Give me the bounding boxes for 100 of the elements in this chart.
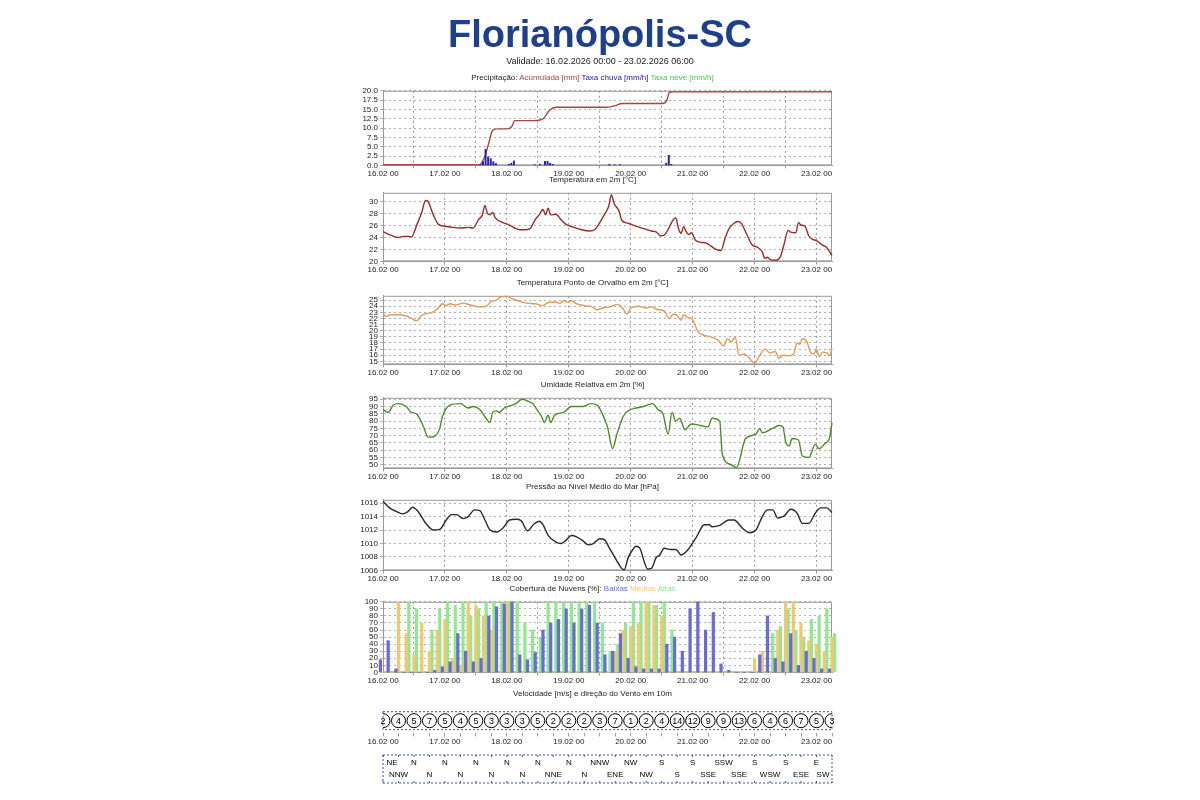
chart-subtitle: Validade: 16.02.2026 00:00 - 23.02.2026 06:00 bbox=[506, 56, 694, 67]
text: Velocidade [m/s] e direção do Vento em 10m bbox=[512, 689, 673, 699]
x-tick-label: 23.02 00 bbox=[800, 368, 833, 378]
y-tick-label: 70 bbox=[369, 618, 379, 628]
x-tick-label: 18.02 00 bbox=[491, 472, 523, 482]
y-tick-label: 0.0 bbox=[366, 160, 379, 170]
x-tick-label: 22.02 00 bbox=[739, 368, 771, 378]
data-label: 13 bbox=[734, 715, 745, 726]
data-label: 9 bbox=[721, 715, 727, 726]
category-label: SW bbox=[816, 770, 830, 780]
y-tick-label: 0 bbox=[373, 667, 379, 677]
y-tick-label: 80 bbox=[369, 611, 379, 621]
y-tick-label: 50 bbox=[369, 459, 379, 469]
y-tick-label: 1010 bbox=[360, 538, 379, 548]
category-label: N bbox=[581, 770, 588, 780]
category-label: N bbox=[503, 758, 510, 768]
y-tick-label: 60 bbox=[369, 445, 379, 455]
chart-title: Temperatura Ponto de Orvalho em 2m [°C] bbox=[515, 278, 670, 288]
data-label: 3 bbox=[519, 715, 525, 726]
x-tick-label: 17.02 00 bbox=[429, 676, 462, 686]
x-tick-label: 19.02 00 bbox=[553, 265, 585, 275]
y-tick-label: 1014 bbox=[360, 511, 379, 521]
category-label: 16.02 00 bbox=[367, 737, 400, 747]
x-tick-label: 16.02 00 bbox=[367, 676, 400, 686]
data-label: 1 bbox=[628, 715, 634, 726]
category-label: ENE bbox=[607, 770, 624, 780]
category-label: 18.02 00 bbox=[491, 737, 523, 747]
y-tick-label: 40 bbox=[369, 639, 379, 649]
category-label: NNW bbox=[388, 770, 409, 780]
legend-title: Cobertura de Nuvens [%]: bbox=[509, 584, 602, 593]
x-tick-label: 20.02 00 bbox=[615, 574, 647, 584]
y-tick-label: 70 bbox=[369, 430, 379, 440]
data-label: 2 bbox=[643, 715, 649, 726]
y-tick-label: 20 bbox=[369, 653, 379, 663]
data-label: 3 bbox=[488, 715, 494, 726]
category-label: 20.02 00 bbox=[615, 737, 647, 747]
data-label: 6 bbox=[783, 715, 789, 726]
x-tick-label: 19.02 00 bbox=[553, 574, 585, 584]
chart-title: Florianópolis-SC bbox=[447, 12, 753, 56]
y-tick-label: 17.5 bbox=[362, 95, 379, 105]
category-label: S bbox=[659, 758, 665, 768]
category-label: WSW bbox=[759, 770, 781, 780]
x-tick-label: 16.02 00 bbox=[367, 368, 400, 378]
x-tick-label: 20.02 00 bbox=[615, 472, 647, 482]
x-tick-label: 23.02 00 bbox=[800, 169, 833, 179]
x-tick-label: 20.02 00 bbox=[615, 265, 647, 275]
series-label: Altas bbox=[657, 584, 676, 593]
y-tick-label: 80 bbox=[369, 416, 379, 426]
category-label: N bbox=[534, 758, 541, 768]
y-tick-label: 7.5 bbox=[366, 132, 379, 142]
y-tick-label: 90 bbox=[369, 604, 379, 614]
y-tick-label: 30 bbox=[369, 196, 379, 206]
x-tick-label: 19.02 00 bbox=[553, 368, 585, 378]
text: Baixas bbox=[603, 584, 628, 593]
category-label: NNW bbox=[590, 758, 610, 768]
x-tick-label: 17.02 00 bbox=[429, 368, 462, 378]
data-label: 7 bbox=[612, 715, 618, 726]
category-label: 19.02 00 bbox=[553, 737, 585, 747]
x-tick-label: 21.02 00 bbox=[677, 265, 709, 275]
category-label: S bbox=[782, 758, 789, 768]
data-label: 5 bbox=[473, 715, 479, 726]
y-tick-label: 10.0 bbox=[362, 123, 379, 133]
category-label: N bbox=[457, 770, 464, 780]
category-label: N bbox=[426, 770, 433, 780]
x-tick-label: 18.02 00 bbox=[491, 265, 523, 275]
y-tick-label: 60 bbox=[369, 625, 379, 635]
x-tick-label: 16.02 00 bbox=[367, 169, 400, 179]
y-tick-label: 12.5 bbox=[362, 113, 379, 123]
x-tick-label: 19.02 00 bbox=[553, 676, 585, 686]
category-label: 22.02 00 bbox=[739, 737, 771, 747]
y-tick-label: 30 bbox=[369, 646, 379, 656]
chart-title: Pressão ao Nível Médio do Mar [hPa] bbox=[525, 482, 660, 492]
data-label: 4 bbox=[457, 715, 463, 726]
category-label: NE bbox=[386, 758, 398, 768]
x-tick-label: 17.02 00 bbox=[429, 169, 462, 179]
data-label: 2 bbox=[380, 715, 386, 726]
y-tick-label: 22 bbox=[369, 244, 379, 254]
x-tick-label: 21.02 00 bbox=[677, 676, 709, 686]
y-tick-label: 100 bbox=[364, 597, 379, 606]
y-tick-label: 24 bbox=[369, 232, 379, 242]
category-label: NNE bbox=[544, 770, 562, 780]
data-label: 12 bbox=[687, 715, 698, 726]
data-label: 6 bbox=[752, 715, 758, 726]
data-label: 14 bbox=[672, 715, 683, 726]
x-tick-label: 18.02 00 bbox=[491, 676, 523, 686]
category-label: S bbox=[689, 758, 696, 768]
data-label: 2 bbox=[566, 715, 572, 726]
data-label: 5 bbox=[814, 715, 820, 726]
category-label: SSW bbox=[714, 758, 734, 768]
x-tick-label: 23.02 00 bbox=[800, 676, 833, 686]
data-label: 7 bbox=[798, 715, 804, 726]
data-label: 4 bbox=[395, 715, 401, 726]
y-tick-label: 1006 bbox=[360, 565, 379, 575]
data-label: 5 bbox=[411, 715, 417, 726]
x-tick-label: 23.02 00 bbox=[800, 265, 833, 275]
legend-title: Precipitação: bbox=[471, 73, 518, 82]
data-label: 5 bbox=[442, 715, 448, 726]
data-label: 3 bbox=[504, 715, 510, 726]
x-tick-label: 23.02 00 bbox=[800, 472, 833, 482]
category-label: 21.02 00 bbox=[677, 737, 709, 747]
